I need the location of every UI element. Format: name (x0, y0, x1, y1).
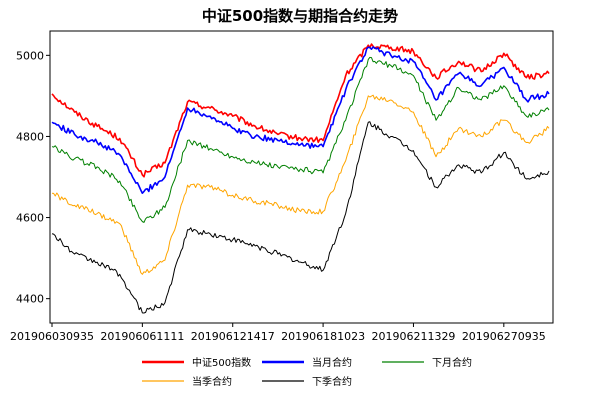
series-points-4 (51, 95, 550, 275)
legend-label: 当月合约 (312, 356, 352, 369)
legend-item-2: 当月合约 (262, 356, 352, 369)
chart-title: 中证500指数与期指合约走势 (202, 7, 398, 25)
legend-item-3: 下月合约 (382, 356, 472, 369)
y-tick-label: 5000 (16, 49, 44, 62)
legend-item-5: 下季合约 (262, 375, 352, 388)
legend-item-1: 中证500指数 (142, 356, 251, 369)
series-points-5 (51, 122, 550, 313)
legend-label: 下月合约 (432, 356, 472, 369)
legend-label: 下季合约 (312, 375, 352, 388)
x-axis: 201906030935 201906061111 201906121417 2019… (10, 323, 546, 343)
series-layer (51, 43, 550, 314)
series-points-2 (51, 47, 550, 194)
legend-label: 当季合约 (192, 375, 232, 388)
y-tick-label: 4600 (16, 212, 44, 225)
y-axis: 4400 4600 4800 5000 (16, 49, 50, 306)
x-tick-label: 201906181023 (281, 330, 365, 343)
y-tick-label: 4800 (16, 130, 44, 143)
x-tick-label: 201906211329 (371, 330, 455, 343)
plot-area (49, 30, 554, 324)
series-points-1 (51, 45, 550, 175)
x-tick-label: 201906061111 (100, 330, 184, 343)
x-tick-label: 201906030935 (10, 330, 94, 343)
x-tick-label: 201906270935 (462, 330, 546, 343)
series-points-3 (51, 59, 550, 222)
legend-item-4: 当季合约 (142, 375, 232, 388)
y-tick-label: 4400 (16, 293, 44, 306)
legend-label: 中证500指数 (192, 356, 251, 369)
x-tick-label: 201906121417 (191, 330, 275, 343)
